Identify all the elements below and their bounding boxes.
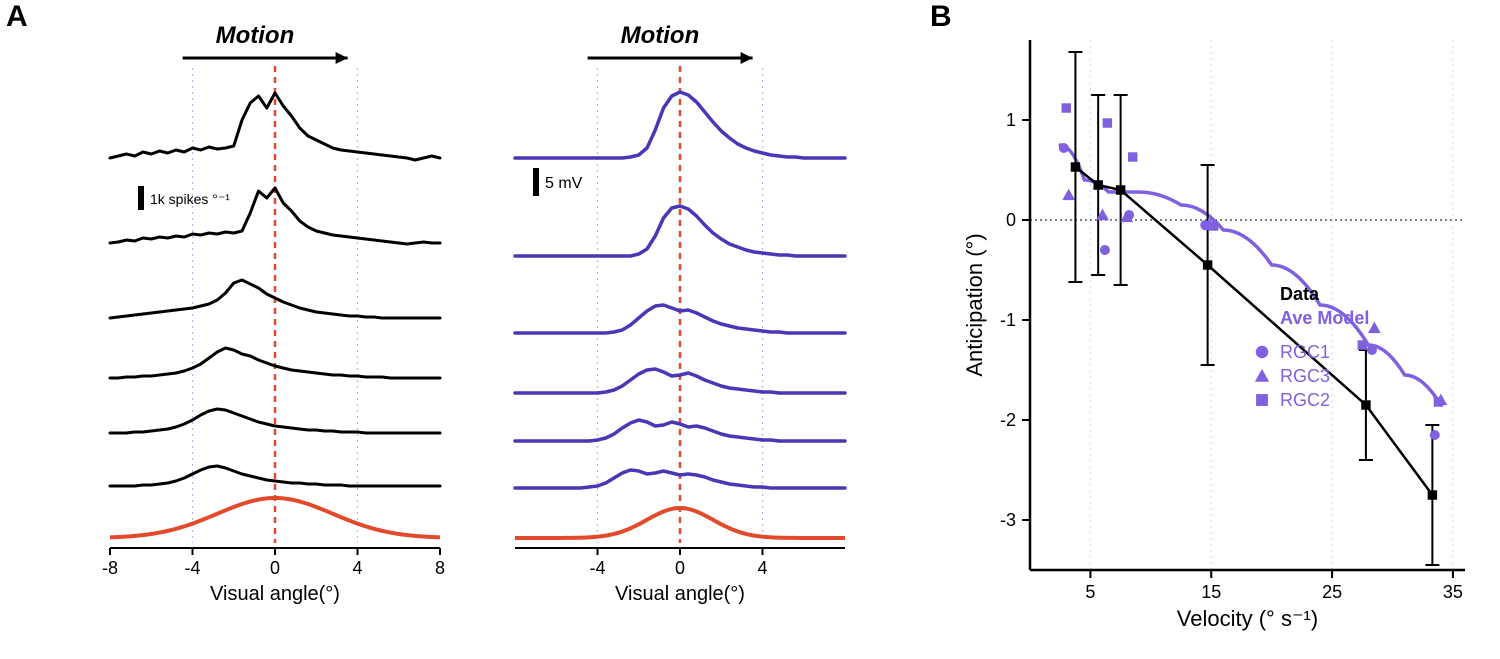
svg-text:4: 4 (757, 558, 767, 578)
svg-text:Anticipation (°): Anticipation (°) (962, 233, 987, 376)
svg-text:RGC3: RGC3 (1280, 366, 1330, 386)
panel-a-right: Motion -4 0 4 Visual angle(°) 5 mV (475, 8, 855, 659)
svg-text:RGC1: RGC1 (1280, 342, 1330, 362)
svg-text:Motion: Motion (216, 22, 295, 49)
panel-label-a: A (6, 0, 28, 34)
svg-text:4: 4 (352, 558, 362, 578)
svg-text:1k spikes °⁻¹: 1k spikes °⁻¹ (150, 191, 230, 207)
svg-text:Motion: Motion (621, 22, 700, 49)
svg-text:5: 5 (1085, 582, 1095, 602)
svg-text:-1: -1 (1000, 310, 1016, 330)
svg-text:1: 1 (1006, 110, 1016, 130)
svg-text:-3: -3 (1000, 510, 1016, 530)
svg-text:25: 25 (1322, 582, 1342, 602)
svg-text:-8: -8 (102, 558, 118, 578)
svg-text:Velocity (° s⁻¹): Velocity (° s⁻¹) (1177, 606, 1318, 631)
svg-text:0: 0 (270, 558, 280, 578)
svg-text:8: 8 (435, 558, 445, 578)
panel-a-left: Motion33.3° s⁻¹27.8° s⁻¹14.7° s⁻¹7.50° s… (70, 8, 450, 659)
svg-text:0: 0 (675, 558, 685, 578)
svg-text:35: 35 (1443, 582, 1463, 602)
svg-text:0: 0 (1006, 210, 1016, 230)
svg-text:-2: -2 (1000, 410, 1016, 430)
figure: Motion33.3° s⁻¹27.8° s⁻¹14.7° s⁻¹7.50° s… (0, 0, 1500, 651)
svg-text:-4: -4 (589, 558, 605, 578)
svg-text:-4: -4 (184, 558, 200, 578)
svg-text:Ave Model: Ave Model (1280, 308, 1369, 328)
svg-text:15: 15 (1201, 582, 1221, 602)
panel-b: 5 15 25 35 -3 -2 -1 0 1 Velocity (° s⁻¹) Anticipat… (960, 10, 1480, 640)
svg-text:5 mV: 5 mV (545, 175, 583, 192)
svg-text:Visual angle(°): Visual angle(°) (210, 583, 340, 605)
svg-text:Data: Data (1280, 284, 1320, 304)
svg-text:Visual angle(°): Visual angle(°) (615, 583, 745, 605)
panel-label-b: B (930, 0, 952, 34)
svg-text:RGC2: RGC2 (1280, 390, 1330, 410)
